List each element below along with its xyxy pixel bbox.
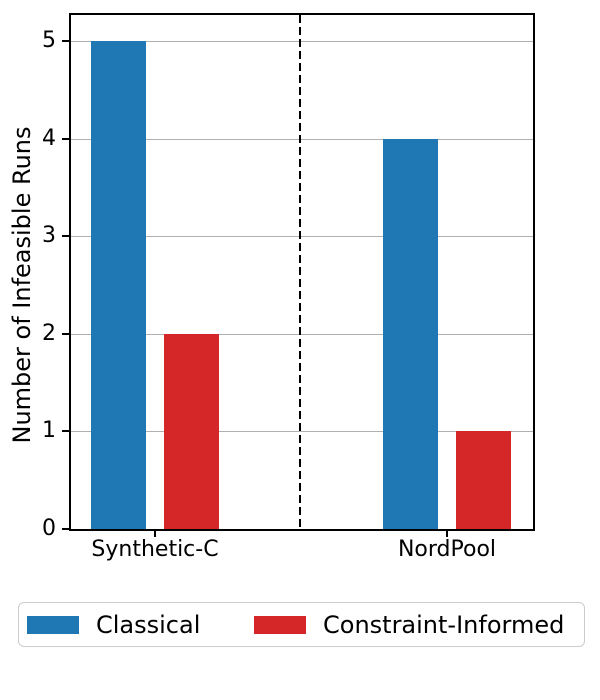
legend-entry-constraint-informed: Constraint-Informed: [254, 603, 564, 646]
gridline-y-2: [71, 333, 533, 335]
bar-constraint-informed-nordpool: [456, 431, 511, 529]
bar-classical-synthetic-c: [91, 41, 146, 529]
y-tick-label-0: 0: [42, 516, 56, 541]
y-tick-label-5: 5: [42, 28, 56, 54]
y-tick-4: [62, 137, 70, 140]
x-tick-synthetic-c: [154, 531, 156, 537]
y-tick-2: [62, 332, 70, 335]
y-tick-1: [62, 430, 70, 433]
y-tick-label-3: 3: [42, 223, 56, 249]
legend: Classical Constraint-Informed: [18, 602, 585, 647]
axes-frame: [69, 13, 535, 531]
category-separator-line: [299, 15, 301, 529]
legend-label-constraint-informed: Constraint-Informed: [323, 610, 565, 639]
x-tick-label-nordpool: NordPool: [397, 537, 497, 562]
y-tick-0: [62, 528, 70, 530]
y-axis-label: Number of Infeasible Runs: [8, 126, 36, 444]
plot-area: [71, 15, 533, 529]
gridline-y-3: [71, 236, 533, 238]
gridline-y-5: [71, 41, 533, 43]
y-tick-5: [62, 40, 70, 43]
gridline-y-1: [71, 431, 533, 433]
y-tick-label-2: 2: [42, 320, 56, 346]
y-tick-label-4: 4: [42, 125, 56, 151]
legend-swatch-classical: [27, 615, 79, 634]
bar-constraint-informed-synthetic-c: [164, 333, 219, 529]
bar-classical-nordpool: [383, 138, 438, 529]
legend-entry-classical: Classical: [27, 603, 200, 646]
y-tick-label-1: 1: [42, 418, 56, 444]
y-tick-3: [62, 235, 70, 238]
legend-label-classical: Classical: [96, 610, 201, 639]
legend-swatch-constraint-informed: [254, 615, 306, 634]
x-tick-nordpool: [446, 531, 448, 537]
gridline-y-4: [71, 138, 533, 140]
x-tick-label-synthetic-c: Synthetic-C: [91, 537, 219, 562]
